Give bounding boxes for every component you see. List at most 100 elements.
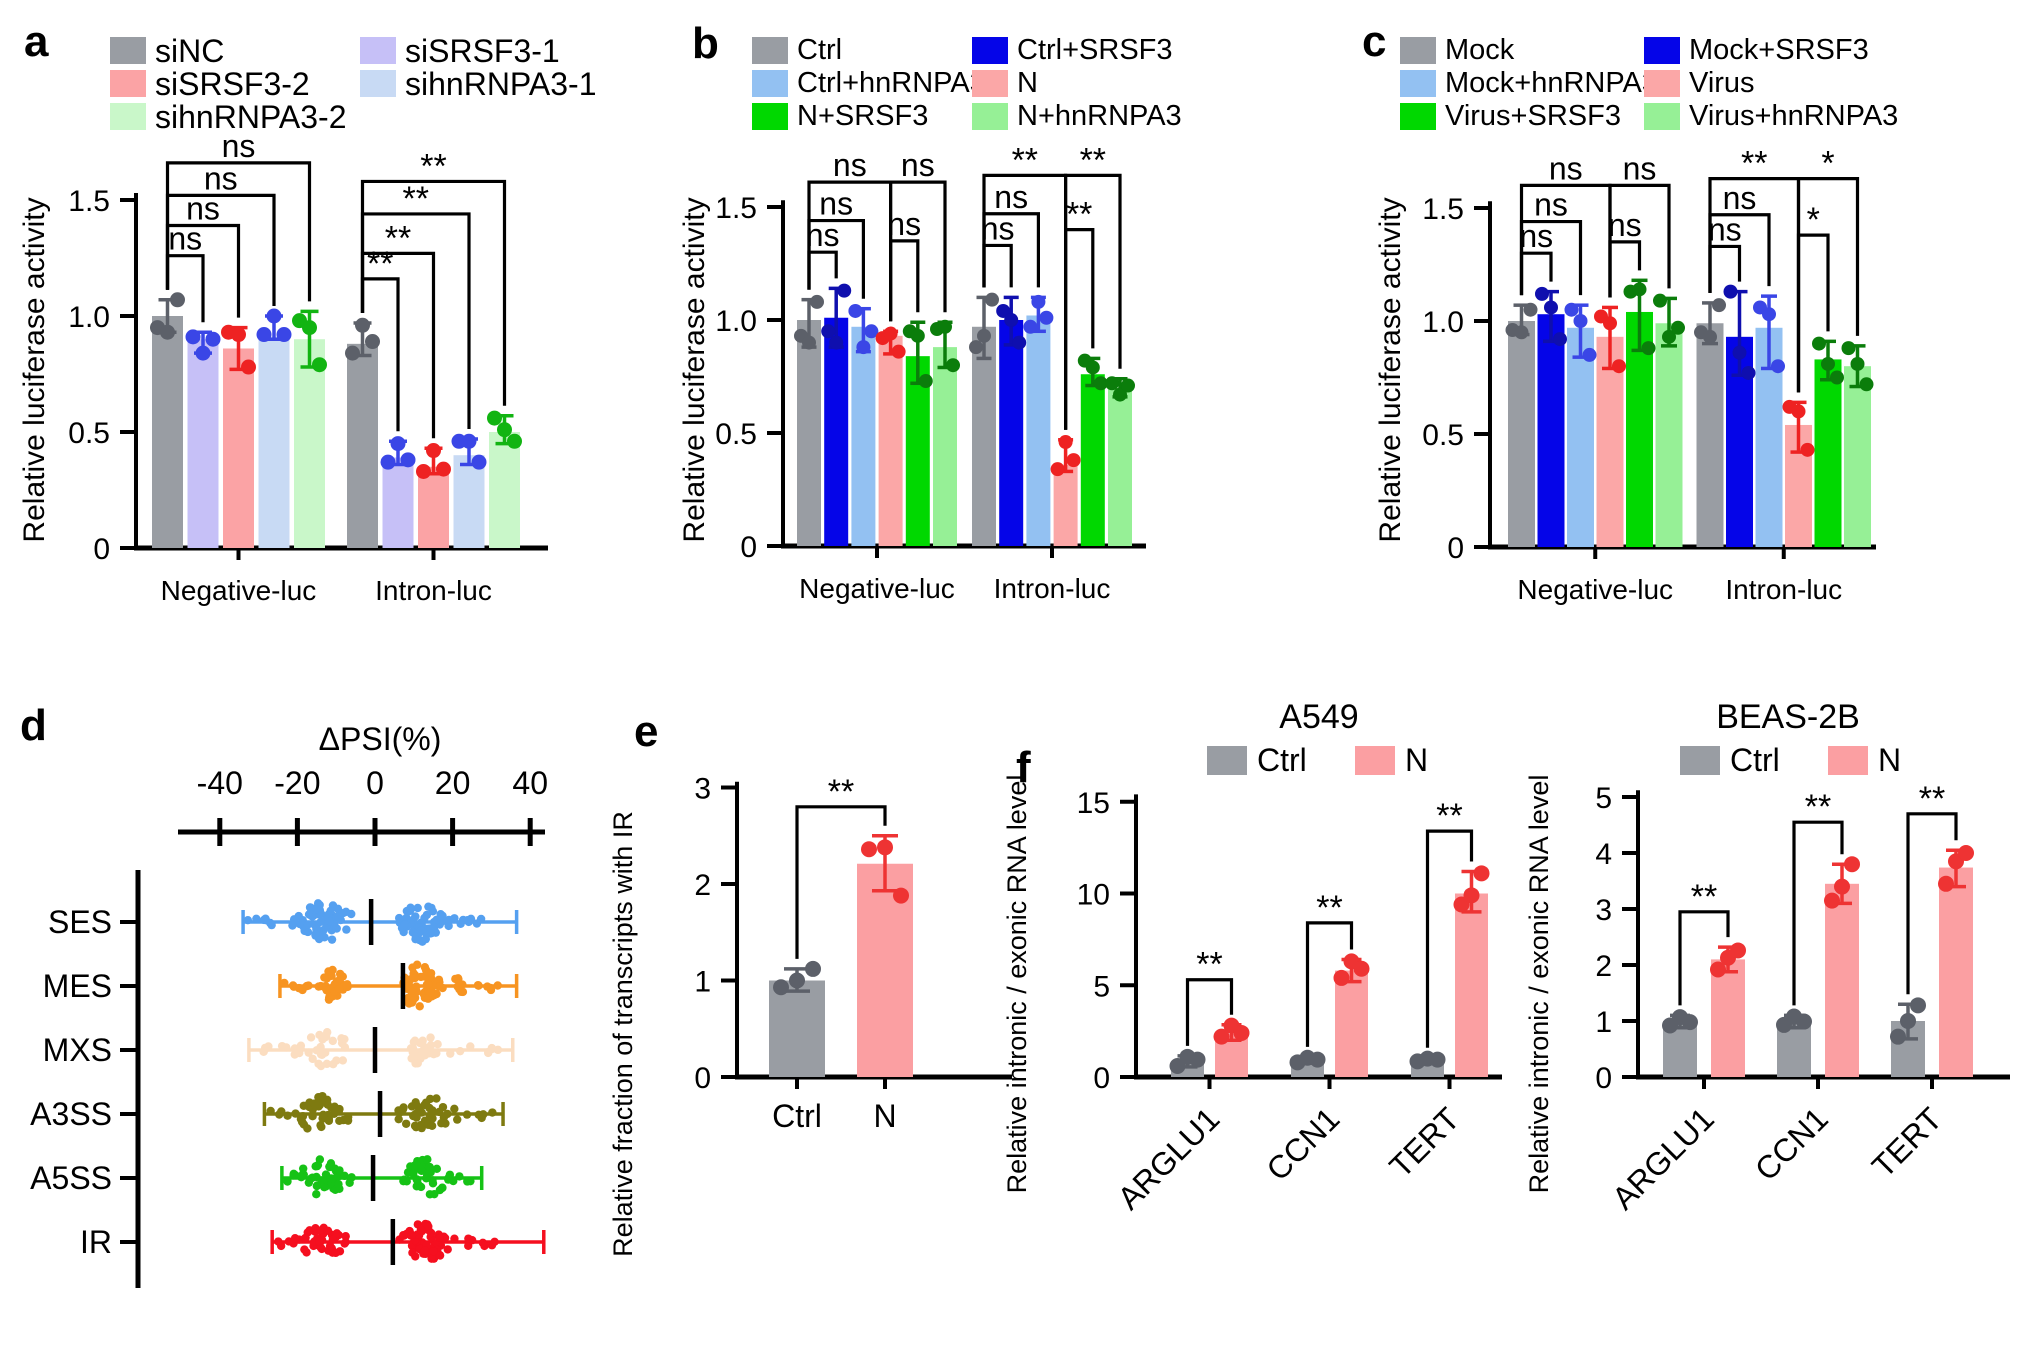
swarm-dot	[493, 981, 502, 990]
data-dot	[969, 340, 983, 355]
bar-siSRSF3-2	[418, 466, 449, 548]
data-dot	[773, 979, 789, 996]
data-dot	[487, 410, 502, 426]
sig-label: **	[420, 147, 446, 185]
swarm-dot	[274, 1237, 283, 1246]
swarm-dot	[428, 1048, 437, 1058]
y-tick-label: 1.0	[1422, 306, 1464, 339]
swarm-dot	[331, 1248, 340, 1258]
swarm-dot	[444, 921, 453, 931]
data-dot	[1050, 462, 1065, 477]
bar-Virus+SRSF3	[1814, 359, 1842, 547]
chart-svg-b: Relative luciferase activity 0 0.5 1.0 1.5 Ne…	[678, 141, 1146, 604]
data-dot	[1309, 1051, 1326, 1068]
swarm-dot	[407, 1054, 416, 1063]
bar-Mock+SRSF3	[1537, 314, 1565, 547]
swarm-dot	[342, 925, 351, 934]
sig-bracket	[807, 250, 838, 290]
sig-bracket	[1185, 978, 1234, 1046]
sig-label: **	[367, 245, 393, 283]
data-dot	[810, 294, 824, 309]
swarm-dot	[311, 1162, 320, 1171]
swarm-dot	[484, 1047, 493, 1057]
y-tick-label: 2	[1595, 950, 1612, 983]
swarm-dot	[283, 1177, 292, 1186]
data-dot	[1085, 360, 1100, 375]
data-dot	[877, 839, 893, 856]
row-label: SES	[48, 904, 112, 940]
swarm-dot	[420, 962, 430, 972]
sig-bracket	[1792, 820, 1844, 1006]
data-dot	[1213, 1028, 1230, 1045]
data-dot	[1850, 356, 1865, 371]
x-group-label: Intron-luc	[1725, 574, 1842, 605]
swarm-dot	[338, 1056, 348, 1065]
swarm-dot	[421, 934, 430, 944]
bar-N+hnRNPA3	[1108, 387, 1132, 546]
swarm-dot	[308, 1054, 317, 1064]
swarm-dot	[400, 920, 410, 929]
bar-N+SRSF3	[1080, 374, 1105, 546]
swarm-dot	[426, 929, 435, 938]
x-group-label: TERT	[1382, 1100, 1466, 1184]
swarm-dot	[412, 1182, 421, 1191]
data-dot	[1012, 335, 1027, 350]
sig-bracket	[1906, 812, 1958, 995]
swarm-dot	[303, 920, 313, 929]
y-tick-label: 1.0	[715, 305, 757, 338]
swarm-dot	[473, 980, 483, 990]
data-dot	[864, 324, 879, 339]
swarm-dot	[394, 913, 404, 923]
data-dot	[1553, 332, 1567, 347]
swarm-dot	[277, 1041, 287, 1051]
legend-label: Ctrl	[1257, 742, 1307, 778]
swarm-dot	[458, 915, 468, 925]
data-dot	[426, 443, 441, 459]
data-dot	[1938, 875, 1954, 892]
chart-c: Relative luciferase activity 0 0.5 1.0 1.5 Ne…	[1360, 8, 2044, 672]
row-label: IR	[80, 1224, 112, 1260]
y-tick-label: 3	[694, 773, 711, 806]
bar-N	[1939, 867, 1973, 1077]
swarm-dot	[312, 1190, 321, 1199]
chart-d: ΔPSI(%) -40 -20 0 20 40 SES MES MXS A3SS A5SS IR	[8, 684, 642, 1353]
data-dot	[805, 960, 821, 977]
swarm-dot	[318, 1091, 327, 1101]
data-dot	[1671, 320, 1685, 335]
swarm-dot	[316, 1061, 326, 1071]
bar-sihnRNPA3-2	[489, 432, 520, 548]
swarm-dot	[423, 994, 433, 1003]
legend-swatch	[1355, 746, 1395, 775]
data-dot	[1603, 316, 1617, 331]
data-dot	[1821, 356, 1835, 371]
data-dot	[1429, 1051, 1446, 1068]
x-group-label: Negative-luc	[1517, 574, 1673, 605]
data-dot	[1004, 313, 1019, 327]
sig-label: **	[1066, 196, 1092, 234]
data-dot	[996, 303, 1011, 318]
data-dot	[829, 335, 844, 350]
swarm-dot	[432, 1094, 441, 1103]
sig-bracket	[360, 179, 507, 406]
sig-bracket	[1064, 173, 1122, 430]
sig-bracket	[1608, 183, 1671, 298]
sig-label: ns	[1534, 187, 1568, 223]
swarm-dot	[340, 1171, 349, 1181]
x-tick-label: -40	[197, 765, 243, 801]
sig-label: ns	[1549, 150, 1583, 186]
data-dot	[1463, 887, 1480, 904]
sig-label: **	[828, 773, 854, 811]
bar-N	[1825, 883, 1859, 1077]
swarm-dot	[446, 1049, 455, 1058]
y-tick-label: 2	[694, 869, 711, 902]
swarm-dot	[315, 1236, 324, 1246]
sig-bracket	[165, 161, 312, 302]
chart-b: Relative luciferase activity 0 0.5 1.0 1.5 Ne…	[676, 8, 1352, 672]
swarm-dot	[451, 974, 460, 984]
sig-label: ns	[901, 147, 935, 183]
swarm-dot	[463, 1177, 472, 1186]
y-axis-label: Relative intronic / exonic RNA level	[1002, 775, 1032, 1194]
y-tick-label: 0	[1447, 532, 1464, 565]
data-dot	[390, 436, 406, 452]
bar-Ctrl	[797, 320, 821, 546]
